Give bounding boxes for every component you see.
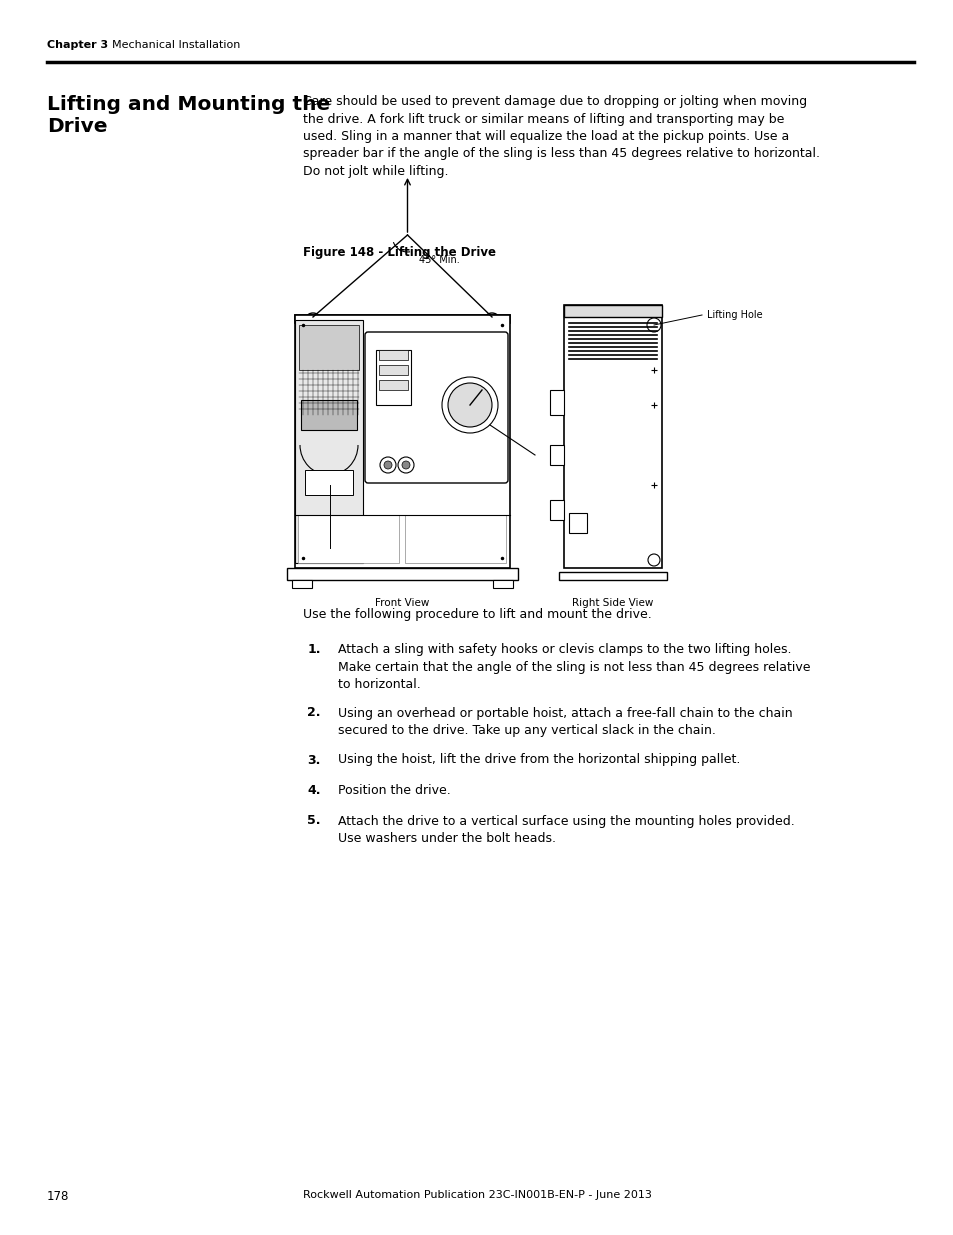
FancyBboxPatch shape bbox=[365, 332, 507, 483]
Ellipse shape bbox=[307, 312, 318, 321]
Bar bbox=[550, 500, 563, 520]
Text: 2.: 2. bbox=[307, 706, 320, 720]
Text: Use the following procedure to lift and mount the drive.: Use the following procedure to lift and … bbox=[303, 608, 651, 621]
Bar bbox=[294, 320, 363, 563]
Circle shape bbox=[379, 457, 395, 473]
Text: Mechanical Installation: Mechanical Installation bbox=[112, 40, 240, 49]
Text: 5.: 5. bbox=[307, 815, 320, 827]
Text: Using an overhead or portable hoist, attach a free-fall chain to the chain
secur: Using an overhead or portable hoist, att… bbox=[337, 706, 792, 737]
Bar bbox=[563, 305, 661, 568]
Ellipse shape bbox=[485, 312, 497, 321]
Circle shape bbox=[441, 377, 497, 433]
Text: Lifting and Mounting the: Lifting and Mounting the bbox=[47, 95, 330, 114]
Text: 4.: 4. bbox=[307, 784, 320, 797]
Bar bbox=[287, 568, 517, 580]
Circle shape bbox=[397, 457, 414, 473]
Text: Attach a sling with safety hooks or clevis clamps to the two lifting holes.
Make: Attach a sling with safety hooks or clev… bbox=[337, 643, 810, 692]
Circle shape bbox=[646, 317, 660, 332]
Bar bbox=[375, 350, 411, 405]
Bar bbox=[294, 315, 510, 324]
Bar bbox=[294, 315, 510, 568]
Text: Lifting Hole: Lifting Hole bbox=[706, 310, 761, 320]
Text: 178: 178 bbox=[47, 1191, 70, 1203]
Text: Position the drive.: Position the drive. bbox=[337, 784, 450, 797]
Text: Care should be used to prevent damage due to dropping or jolting when moving
the: Care should be used to prevent damage du… bbox=[303, 95, 820, 178]
Bar bbox=[298, 325, 358, 370]
Circle shape bbox=[448, 383, 492, 427]
Bar bbox=[563, 305, 661, 317]
Bar bbox=[550, 445, 563, 466]
Text: Chapter 3: Chapter 3 bbox=[47, 40, 108, 49]
Text: Using the hoist, lift the drive from the horizontal shipping pallet.: Using the hoist, lift the drive from the… bbox=[337, 753, 740, 767]
Bar bbox=[301, 400, 356, 430]
Text: Front View: Front View bbox=[375, 598, 429, 608]
Text: 3.: 3. bbox=[307, 753, 320, 767]
Bar bbox=[378, 350, 408, 359]
Bar bbox=[305, 471, 353, 495]
Bar bbox=[378, 380, 408, 390]
Text: Figure 148 - Lifting the Drive: Figure 148 - Lifting the Drive bbox=[303, 246, 496, 259]
Text: Attach the drive to a vertical surface using the mounting holes provided.
Use wa: Attach the drive to a vertical surface u… bbox=[337, 815, 794, 845]
Text: Rockwell Automation Publication 23C-IN001B-EN-P - June 2013: Rockwell Automation Publication 23C-IN00… bbox=[302, 1191, 651, 1200]
Bar bbox=[405, 515, 505, 563]
Bar bbox=[292, 580, 312, 588]
Circle shape bbox=[647, 555, 659, 566]
Circle shape bbox=[384, 461, 392, 469]
Bar bbox=[297, 515, 398, 563]
Bar bbox=[550, 390, 563, 415]
Bar bbox=[558, 572, 666, 580]
Bar bbox=[568, 513, 586, 534]
Bar bbox=[493, 580, 513, 588]
Text: Drive: Drive bbox=[47, 117, 108, 136]
Text: 45° Min.: 45° Min. bbox=[419, 254, 459, 266]
Circle shape bbox=[401, 461, 410, 469]
Text: Right Side View: Right Side View bbox=[572, 598, 653, 608]
Bar bbox=[378, 366, 408, 375]
Text: 1.: 1. bbox=[307, 643, 320, 656]
